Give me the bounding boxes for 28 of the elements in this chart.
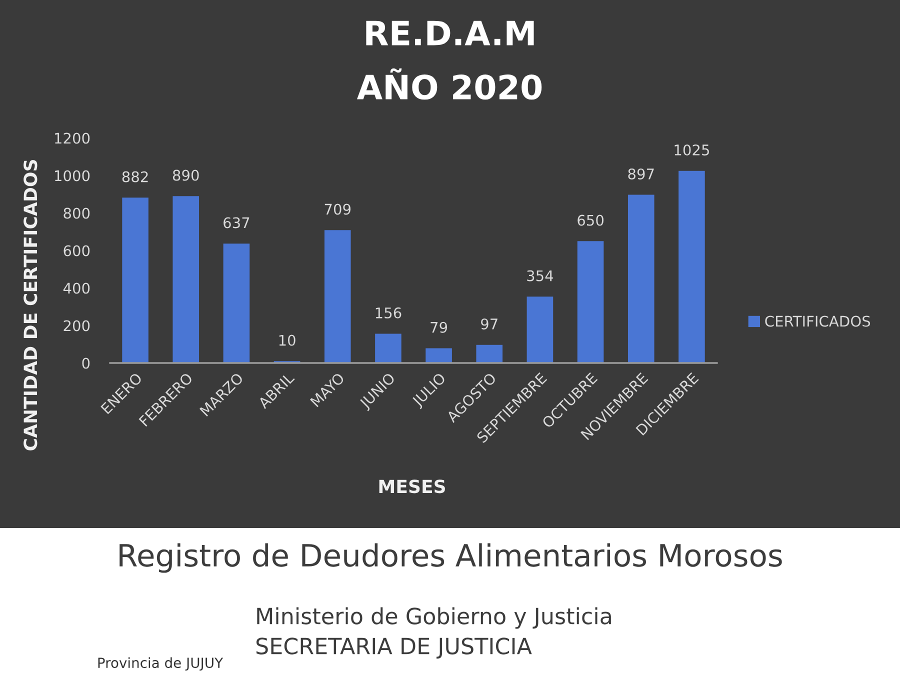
data-label: 10 (279, 334, 296, 346)
data-label: 650 (578, 214, 604, 226)
y-tick-label: 0 (82, 358, 90, 369)
data-label: 97 (481, 318, 498, 330)
text: Ministerio de Gobierno y Justicia (257, 607, 611, 629)
y-axis-title: CANTIDAD DE CERTIFICADOS (24, 160, 38, 450)
text: Provincia de JUJUY (98, 657, 224, 671)
data-label: 1025 (674, 144, 709, 156)
chart-title: RE.D.A.M (366, 20, 534, 46)
y-tick-label: 1200 (55, 132, 90, 144)
y-tick-label: 600 (64, 245, 90, 256)
data-label: 709 (324, 204, 351, 215)
y-tick-label: 1000 (55, 170, 90, 182)
y-tick-label: 200 (64, 320, 90, 332)
y-tick-label: 400 (63, 282, 90, 294)
text: Registro de Deudores Alimentarios Morosos (120, 543, 782, 573)
legend-label: CERTIFICADOS (765, 316, 870, 327)
chart-subtitle: AÑO 2020 (356, 68, 542, 100)
data-label: 156 (376, 307, 402, 318)
data-label: 354 (527, 270, 554, 282)
data-label: 882 (122, 171, 148, 182)
text: SECRETARIA DE JUSTICIA (256, 638, 532, 659)
data-label: 890 (172, 170, 199, 181)
data-label: 637 (224, 217, 250, 228)
y-tick-label: 800 (64, 208, 90, 219)
x-axis-title: MESES (379, 480, 445, 494)
data-label: 79 (430, 322, 448, 333)
data-label: 897 (628, 168, 654, 180)
